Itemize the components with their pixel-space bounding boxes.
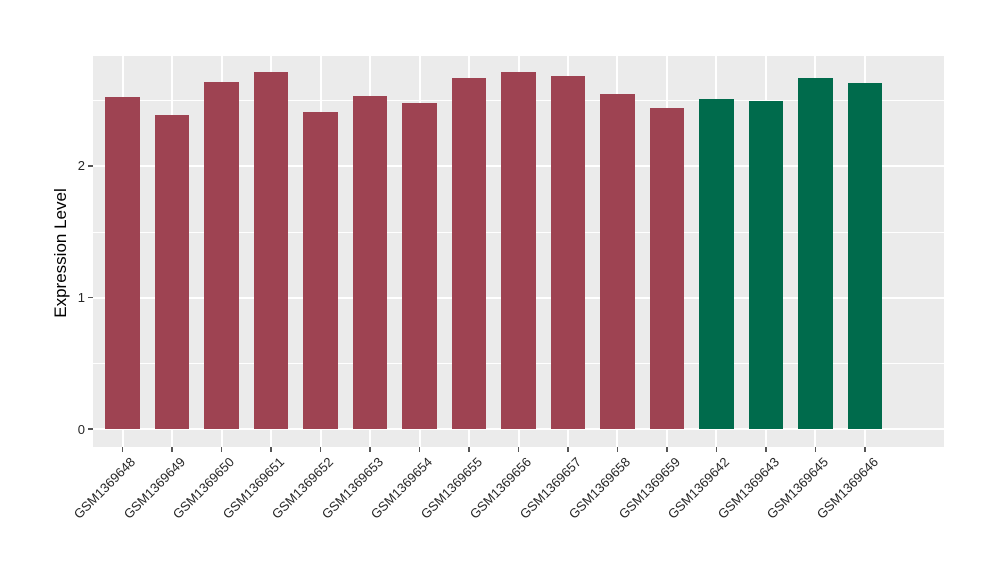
bar-GSM1369642 bbox=[699, 98, 734, 430]
x-tick-mark bbox=[319, 447, 322, 452]
x-tick-mark bbox=[666, 447, 668, 452]
bar-GSM1369659 bbox=[649, 108, 685, 430]
y-tick-label: 1 bbox=[77, 290, 85, 306]
bar-GSM1369650 bbox=[204, 81, 239, 430]
bar-GSM1369656 bbox=[501, 72, 536, 430]
bar-GSM1369654 bbox=[402, 102, 437, 430]
x-tick-mark bbox=[616, 447, 619, 452]
bar-GSM1369658 bbox=[600, 93, 635, 430]
x-tick-mark bbox=[715, 447, 718, 452]
bar-GSM1369643 bbox=[748, 101, 784, 430]
x-tick-mark bbox=[369, 447, 371, 452]
bar-GSM1369648 bbox=[105, 97, 140, 430]
x-tick-mark bbox=[121, 447, 124, 452]
y-tick-mark bbox=[88, 296, 93, 299]
bar-GSM1369646 bbox=[847, 82, 883, 430]
bar-GSM1369652 bbox=[303, 111, 338, 430]
bar-GSM1369649 bbox=[154, 114, 190, 430]
bar-GSM1369653 bbox=[352, 96, 388, 430]
x-tick-mark bbox=[468, 447, 470, 452]
y-axis-title: Expression Level bbox=[51, 188, 70, 318]
x-tick-mark bbox=[765, 447, 767, 452]
y-tick-mark bbox=[88, 428, 93, 430]
x-tick-mark bbox=[418, 447, 421, 452]
x-tick-mark bbox=[814, 447, 817, 452]
x-tick-mark bbox=[864, 447, 866, 452]
bar-GSM1369645 bbox=[798, 77, 833, 430]
bar-GSM1369655 bbox=[451, 77, 487, 430]
x-tick-mark bbox=[220, 447, 223, 452]
x-tick-mark bbox=[270, 447, 272, 452]
x-tick-mark bbox=[171, 447, 173, 452]
y-tick-label: 0 bbox=[77, 421, 85, 437]
bar-GSM1369651 bbox=[253, 72, 289, 430]
plot-panel bbox=[93, 56, 944, 447]
x-tick-mark bbox=[517, 447, 520, 452]
bar-GSM1369657 bbox=[550, 76, 586, 430]
y-tick-label: 2 bbox=[77, 158, 85, 174]
y-tick-mark bbox=[88, 165, 93, 167]
x-tick-mark bbox=[567, 447, 569, 452]
